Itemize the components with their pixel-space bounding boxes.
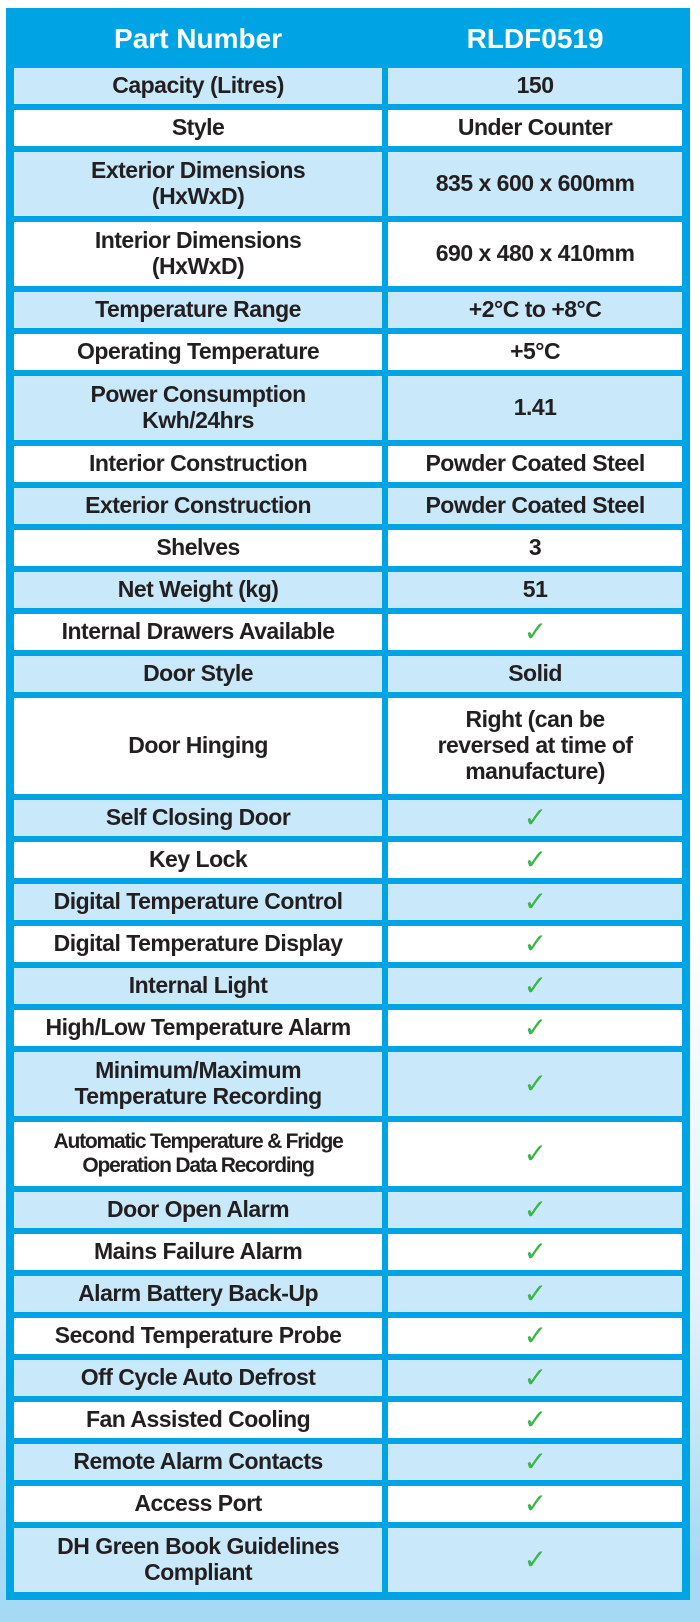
spec-value: Powder Coated Steel (388, 446, 682, 482)
spec-row: High/Low Temperature Alarm ✓ (14, 1010, 682, 1046)
check-icon: ✓ (388, 1010, 682, 1046)
check-icon: ✓ (388, 1276, 682, 1312)
spec-label: Digital Temperature Control (14, 884, 383, 920)
spec-label: DH Green Book Guidelines Compliant (14, 1528, 383, 1592)
spec-row: Door Open Alarm ✓ (14, 1192, 682, 1228)
spec-label: Door Hinging (14, 698, 383, 794)
check-icon: ✓ (388, 1528, 682, 1592)
check-icon: ✓ (388, 1052, 682, 1116)
spec-row: DH Green Book Guidelines Compliant ✓ (14, 1528, 682, 1592)
spec-value: 690 x 480 x 410mm (388, 222, 682, 286)
spec-value: +2°C to +8°C (388, 292, 682, 328)
spec-row: Off Cycle Auto Defrost ✓ (14, 1360, 682, 1396)
check-icon: ✓ (388, 614, 682, 650)
spec-row: Internal Light ✓ (14, 968, 682, 1004)
spec-row: Internal Drawers Available ✓ (14, 614, 682, 650)
check-icon: ✓ (388, 800, 682, 836)
spec-value: 1.41 (388, 376, 682, 440)
spec-row: Key Lock ✓ (14, 842, 682, 878)
spec-row: Remote Alarm Contacts ✓ (14, 1444, 682, 1480)
spec-label: High/Low Temperature Alarm (14, 1010, 383, 1046)
check-icon: ✓ (388, 1318, 682, 1354)
spec-label: Interior Dimensions (HxWxD) (14, 222, 383, 286)
spec-row: Door Style Solid (14, 656, 682, 692)
spec-label: Second Temperature Probe (14, 1318, 383, 1354)
spec-row: Shelves 3 (14, 530, 682, 566)
spec-row: Capacity (Litres) 150 (14, 68, 682, 104)
spec-label: Exterior Dimensions (HxWxD) (14, 152, 383, 216)
spec-row: Interior Construction Powder Coated Steel (14, 446, 682, 482)
spec-row: Digital Temperature Control ✓ (14, 884, 682, 920)
spec-row: Automatic Temperature & Fridge Operation… (14, 1122, 682, 1186)
spec-value: Solid (388, 656, 682, 692)
spec-label: Exterior Construction (14, 488, 383, 524)
spec-label: Off Cycle Auto Defrost (14, 1360, 383, 1396)
spec-label: Interior Construction (14, 446, 383, 482)
spec-row: Operating Temperature +5°C (14, 334, 682, 370)
check-icon: ✓ (388, 884, 682, 920)
spec-value: 3 (388, 530, 682, 566)
spec-row: Digital Temperature Display ✓ (14, 926, 682, 962)
check-icon: ✓ (388, 1360, 682, 1396)
check-icon: ✓ (388, 1486, 682, 1522)
spec-row: Power Consumption Kwh/24hrs 1.41 (14, 376, 682, 440)
spec-row: Door Hinging Right (can be reversed at ti… (14, 698, 682, 794)
spec-label: Capacity (Litres) (14, 68, 383, 104)
part-number-header-label: Part Number (14, 16, 383, 62)
spec-row: Style Under Counter (14, 110, 682, 146)
spec-table: Part Number RLDF0519 Capacity (Litres) 15… (6, 8, 690, 1600)
spec-row: Second Temperature Probe ✓ (14, 1318, 682, 1354)
check-icon: ✓ (388, 926, 682, 962)
spec-row: Mains Failure Alarm ✓ (14, 1234, 682, 1270)
check-icon: ✓ (388, 1444, 682, 1480)
spec-label: Door Open Alarm (14, 1192, 383, 1228)
spec-label: Automatic Temperature & Fridge Operation… (14, 1122, 383, 1186)
spec-row: Self Closing Door ✓ (14, 800, 682, 836)
spec-label: Net Weight (kg) (14, 572, 383, 608)
spec-label: Access Port (14, 1486, 383, 1522)
spec-table-header-row: Part Number RLDF0519 (14, 16, 682, 62)
spec-label: Minimum/Maximum Temperature Recording (14, 1052, 383, 1116)
check-icon: ✓ (388, 842, 682, 878)
spec-label: Mains Failure Alarm (14, 1234, 383, 1270)
spec-value: Right (can be reversed at time of manufa… (388, 698, 682, 794)
check-icon: ✓ (388, 1192, 682, 1228)
spec-row: Alarm Battery Back-Up ✓ (14, 1276, 682, 1312)
spec-value: 150 (388, 68, 682, 104)
spec-label: Operating Temperature (14, 334, 383, 370)
spec-row: Net Weight (kg) 51 (14, 572, 682, 608)
check-icon: ✓ (388, 1402, 682, 1438)
spec-row: Access Port ✓ (14, 1486, 682, 1522)
spec-row: Fan Assisted Cooling ✓ (14, 1402, 682, 1438)
check-icon: ✓ (388, 968, 682, 1004)
spec-label: Digital Temperature Display (14, 926, 383, 962)
spec-row: Exterior Construction Powder Coated Steel (14, 488, 682, 524)
spec-row: Interior Dimensions (HxWxD) 690 x 480 x 4… (14, 222, 682, 286)
spec-value: +5°C (388, 334, 682, 370)
spec-row: Exterior Dimensions (HxWxD) 835 x 600 x 6… (14, 152, 682, 216)
spec-row: Temperature Range +2°C to +8°C (14, 292, 682, 328)
spec-label: Internal Drawers Available (14, 614, 383, 650)
check-icon: ✓ (388, 1122, 682, 1186)
spec-label: Key Lock (14, 842, 383, 878)
spec-row: Minimum/Maximum Temperature Recording ✓ (14, 1052, 682, 1116)
spec-label: Shelves (14, 530, 383, 566)
spec-label: Style (14, 110, 383, 146)
spec-label: Power Consumption Kwh/24hrs (14, 376, 383, 440)
spec-label: Remote Alarm Contacts (14, 1444, 383, 1480)
spec-value: Powder Coated Steel (388, 488, 682, 524)
check-icon: ✓ (388, 1234, 682, 1270)
spec-label: Temperature Range (14, 292, 383, 328)
spec-value: Under Counter (388, 110, 682, 146)
spec-label: Internal Light (14, 968, 383, 1004)
spec-value: 835 x 600 x 600mm (388, 152, 682, 216)
spec-label: Fan Assisted Cooling (14, 1402, 383, 1438)
part-number-header-value: RLDF0519 (388, 16, 682, 62)
spec-label: Self Closing Door (14, 800, 383, 836)
spec-label: Door Style (14, 656, 383, 692)
spec-value: 51 (388, 572, 682, 608)
spec-label: Alarm Battery Back-Up (14, 1276, 383, 1312)
